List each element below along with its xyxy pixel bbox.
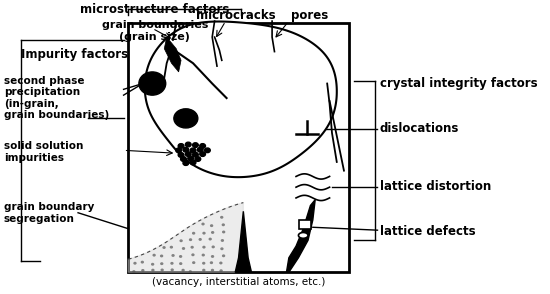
Ellipse shape bbox=[185, 142, 191, 147]
Ellipse shape bbox=[220, 269, 223, 272]
Ellipse shape bbox=[201, 224, 205, 227]
Ellipse shape bbox=[162, 269, 165, 272]
Text: microcracks: microcracks bbox=[196, 9, 276, 22]
Ellipse shape bbox=[180, 245, 184, 248]
Polygon shape bbox=[128, 203, 243, 272]
Ellipse shape bbox=[142, 261, 146, 264]
Ellipse shape bbox=[171, 248, 175, 250]
Ellipse shape bbox=[133, 261, 136, 264]
Ellipse shape bbox=[200, 152, 206, 156]
Ellipse shape bbox=[169, 254, 172, 257]
Ellipse shape bbox=[174, 109, 198, 128]
Text: lattice defects: lattice defects bbox=[380, 225, 476, 238]
Ellipse shape bbox=[221, 231, 224, 234]
Ellipse shape bbox=[190, 160, 196, 165]
Ellipse shape bbox=[212, 238, 215, 241]
Ellipse shape bbox=[210, 261, 213, 264]
Ellipse shape bbox=[218, 239, 222, 242]
Ellipse shape bbox=[220, 215, 223, 218]
Ellipse shape bbox=[200, 144, 206, 148]
Ellipse shape bbox=[197, 147, 203, 152]
Ellipse shape bbox=[202, 245, 205, 248]
Ellipse shape bbox=[160, 254, 163, 257]
Text: pores: pores bbox=[292, 9, 328, 22]
Ellipse shape bbox=[200, 269, 204, 272]
Ellipse shape bbox=[192, 270, 195, 273]
Ellipse shape bbox=[192, 152, 199, 157]
Text: grain boundaries
(grain size): grain boundaries (grain size) bbox=[102, 21, 208, 42]
Ellipse shape bbox=[159, 262, 162, 265]
Ellipse shape bbox=[299, 233, 308, 238]
Ellipse shape bbox=[221, 254, 224, 256]
Ellipse shape bbox=[192, 143, 199, 147]
Text: solid solution
impurities: solid solution impurities bbox=[4, 141, 83, 163]
Ellipse shape bbox=[200, 262, 203, 265]
Ellipse shape bbox=[180, 157, 186, 161]
Ellipse shape bbox=[183, 161, 189, 166]
Ellipse shape bbox=[170, 269, 173, 272]
Ellipse shape bbox=[190, 148, 196, 153]
Ellipse shape bbox=[208, 223, 212, 226]
Ellipse shape bbox=[150, 261, 153, 264]
Ellipse shape bbox=[189, 230, 192, 233]
Polygon shape bbox=[145, 21, 337, 177]
Ellipse shape bbox=[202, 255, 206, 258]
Ellipse shape bbox=[205, 148, 210, 153]
Ellipse shape bbox=[195, 157, 201, 161]
Ellipse shape bbox=[201, 239, 205, 242]
Ellipse shape bbox=[220, 261, 223, 264]
Ellipse shape bbox=[211, 270, 215, 273]
Ellipse shape bbox=[180, 254, 184, 257]
Ellipse shape bbox=[185, 152, 191, 156]
Polygon shape bbox=[287, 200, 315, 272]
Bar bbox=[128, 23, 349, 272]
Ellipse shape bbox=[151, 255, 155, 258]
Text: lattice distortion: lattice distortion bbox=[380, 180, 491, 193]
Ellipse shape bbox=[162, 246, 166, 249]
Ellipse shape bbox=[182, 261, 185, 264]
Text: microstructure factors: microstructure factors bbox=[80, 3, 229, 16]
Ellipse shape bbox=[191, 261, 195, 264]
Text: (vacancy, interstitial atoms, etc.): (vacancy, interstitial atoms, etc.) bbox=[152, 278, 325, 288]
Ellipse shape bbox=[201, 231, 204, 234]
Text: second phase
precipitation
(in-grain,
grain boundaries): second phase precipitation (in-grain, gr… bbox=[4, 76, 109, 121]
Ellipse shape bbox=[178, 144, 184, 148]
Text: grain boundary
segregation: grain boundary segregation bbox=[4, 202, 94, 223]
Ellipse shape bbox=[208, 247, 212, 250]
Text: dislocations: dislocations bbox=[380, 122, 459, 135]
Text: crystal integrity factors: crystal integrity factors bbox=[380, 77, 537, 90]
Polygon shape bbox=[164, 37, 181, 72]
Polygon shape bbox=[235, 211, 251, 272]
Ellipse shape bbox=[178, 153, 184, 157]
Ellipse shape bbox=[218, 223, 222, 226]
Ellipse shape bbox=[183, 147, 189, 152]
Ellipse shape bbox=[172, 261, 175, 264]
Ellipse shape bbox=[139, 72, 166, 95]
Bar bbox=[299, 220, 311, 229]
Ellipse shape bbox=[210, 232, 213, 235]
Ellipse shape bbox=[188, 156, 194, 161]
Ellipse shape bbox=[192, 239, 196, 242]
Ellipse shape bbox=[179, 270, 183, 273]
Ellipse shape bbox=[152, 270, 155, 273]
Ellipse shape bbox=[221, 246, 224, 249]
Ellipse shape bbox=[211, 254, 214, 257]
Ellipse shape bbox=[191, 254, 195, 257]
Ellipse shape bbox=[142, 269, 145, 272]
Text: Impurity factors: Impurity factors bbox=[20, 48, 128, 61]
Ellipse shape bbox=[181, 240, 185, 242]
Ellipse shape bbox=[176, 148, 182, 153]
Ellipse shape bbox=[130, 270, 134, 273]
Ellipse shape bbox=[191, 247, 195, 250]
